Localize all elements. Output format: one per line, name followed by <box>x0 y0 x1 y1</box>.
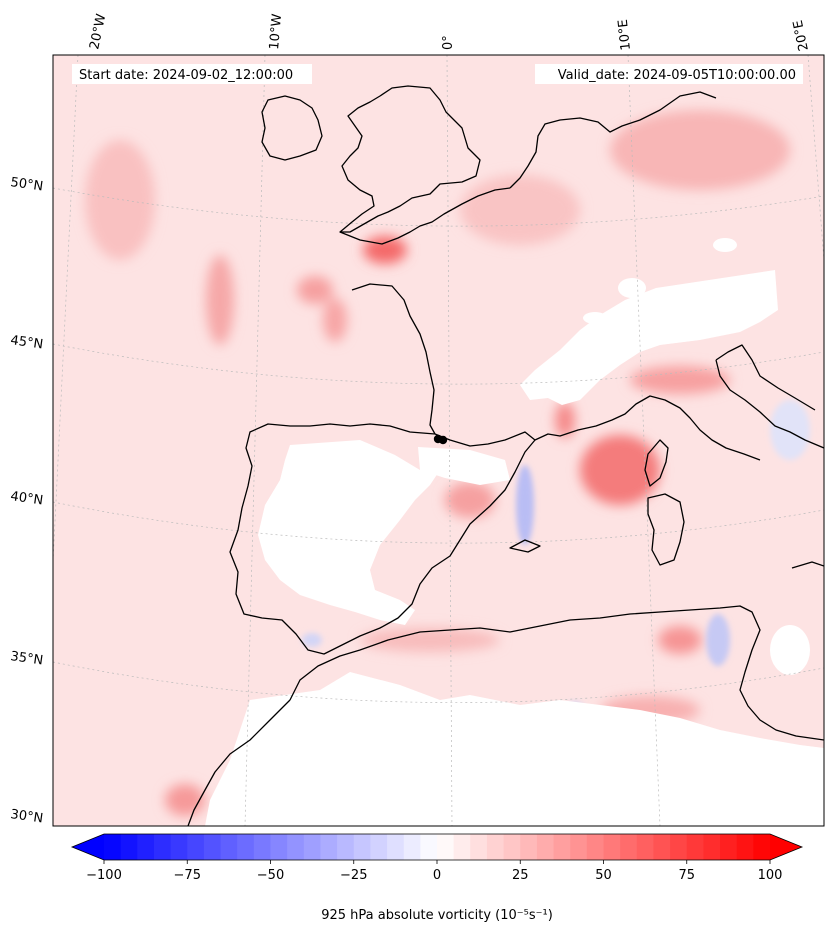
colorbar-label: 925 hPa absolute vorticity (10⁻⁵s⁻¹) <box>321 908 553 923</box>
colorbar-cell <box>237 834 255 860</box>
masked-areas <box>205 238 824 826</box>
lon-label-0: 0° <box>441 35 456 50</box>
north-africa-mask <box>205 672 824 826</box>
lat-label-50n: 50°N <box>9 175 44 194</box>
colorbar-cell <box>370 834 388 860</box>
lon-label-20w: 20°W <box>87 12 109 50</box>
colorbar-cell <box>620 834 638 860</box>
colorbar-cell <box>270 834 288 860</box>
lon-label-10w: 10°W <box>267 13 285 50</box>
colorbar-cell <box>536 834 555 860</box>
colorbar-cell <box>753 834 771 860</box>
small-mask-3 <box>770 625 810 675</box>
small-mask-2 <box>583 312 607 324</box>
colorbar-tick-label: −50 <box>257 868 284 883</box>
colorbar-cells <box>104 834 771 860</box>
colorbar-cell <box>303 834 322 860</box>
colorbar-cell <box>470 834 488 860</box>
meridian-20W <box>53 55 79 570</box>
lon-label-10e: 10°E <box>616 18 634 51</box>
corsica-coast <box>644 439 669 487</box>
colorbar-tick-label: 100 <box>758 868 783 883</box>
colorbar-cell <box>104 834 122 860</box>
coastlines <box>187 85 824 826</box>
colorbar-cell <box>253 834 272 860</box>
iberia-coast <box>229 423 536 655</box>
colorbar-cell <box>403 834 421 860</box>
colorbar-cell <box>353 834 371 860</box>
colorbar-cell <box>187 834 205 860</box>
ireland-coast <box>261 95 323 161</box>
lat-label-45n: 45°N <box>9 333 44 352</box>
colorbar-ticks: −100 −75 −50 −25 0 25 50 75 100 <box>86 860 782 883</box>
start-date-box <box>72 64 312 84</box>
colorbar-cell <box>453 834 471 860</box>
colorbar-tick-label: 75 <box>678 868 695 883</box>
colorbar-cell <box>337 834 355 860</box>
colorbar-cell <box>686 834 704 860</box>
colorbar-cell <box>653 834 671 860</box>
massif-mask <box>713 238 737 252</box>
colorbar-cell <box>220 834 238 860</box>
meridian-10W <box>244 55 266 826</box>
colorbar-cell <box>287 834 305 860</box>
colorbar-cell <box>736 834 754 860</box>
colorbar-cell <box>636 834 655 860</box>
sardinia-coast <box>647 493 685 566</box>
alps-mask <box>520 270 778 405</box>
colorbar-cell <box>553 834 571 860</box>
valid-date-label: Valid_date: 2024-09-05T10:00:00.00 <box>558 68 796 83</box>
lon-label-20e: 20°E <box>791 19 812 53</box>
colorbar-cell <box>603 834 621 860</box>
colorbar-cell <box>503 834 521 860</box>
colorbar-cell <box>437 834 455 860</box>
colorbar-tick-label: −25 <box>340 868 367 883</box>
colorbar-tick-label: 50 <box>595 868 612 883</box>
colorbar-extend-low <box>72 834 104 860</box>
colorbar-cell <box>703 834 721 860</box>
colorbar-cell <box>586 834 605 860</box>
colorbar-cell <box>137 834 155 860</box>
colorbar-cell <box>570 834 588 860</box>
small-mask-1 <box>618 278 646 298</box>
colorbar-cell <box>170 834 188 860</box>
colorbar-extend-high <box>770 834 802 860</box>
colorbar-cell <box>203 834 222 860</box>
lat-label-40n: 40°N <box>9 489 44 508</box>
pyrenees-mask <box>418 447 510 485</box>
colorbar-cell <box>720 834 738 860</box>
colorbar-cell <box>120 834 138 860</box>
balearic-coast <box>509 539 541 553</box>
italy-coast <box>715 344 824 449</box>
meridian-10E <box>627 55 661 826</box>
valid-date-box <box>535 64 803 84</box>
parallel-50N <box>53 187 824 227</box>
lat-label-35n: 35°N <box>9 649 44 668</box>
start-date-label: Start date: 2024-09-02_12:00:00 <box>79 68 293 83</box>
map-frame <box>52 54 825 827</box>
vorticity-field-patches <box>85 110 790 816</box>
colorbar-tick-label: 25 <box>512 868 529 883</box>
colorbar: −100 −75 −50 −25 0 25 50 75 100 925 hPa absolute… <box>70 833 804 923</box>
colorbar-tick-label: −100 <box>86 868 122 883</box>
lat-label-30n: 30°N <box>9 807 44 826</box>
colorbar-cell <box>320 834 338 860</box>
colorbar-cell <box>520 834 538 860</box>
colorbar-cell <box>420 834 438 860</box>
netherlands-germany-coast <box>509 91 717 189</box>
central-spain-mask <box>258 440 440 625</box>
colorbar-tick-label: −75 <box>174 868 201 883</box>
map-panel <box>53 55 824 826</box>
colorbar-cell <box>153 834 172 860</box>
sicily-coast <box>791 561 824 569</box>
colorbar-cell <box>486 834 505 860</box>
france-coast <box>339 187 511 435</box>
colorbar-cell <box>670 834 688 860</box>
location-marker <box>433 434 448 445</box>
gulf-of-lion-coast <box>534 395 761 461</box>
colorbar-cell <box>387 834 405 860</box>
colorbar-tick-label: 0 <box>433 868 441 883</box>
north-africa-coast <box>187 605 824 826</box>
